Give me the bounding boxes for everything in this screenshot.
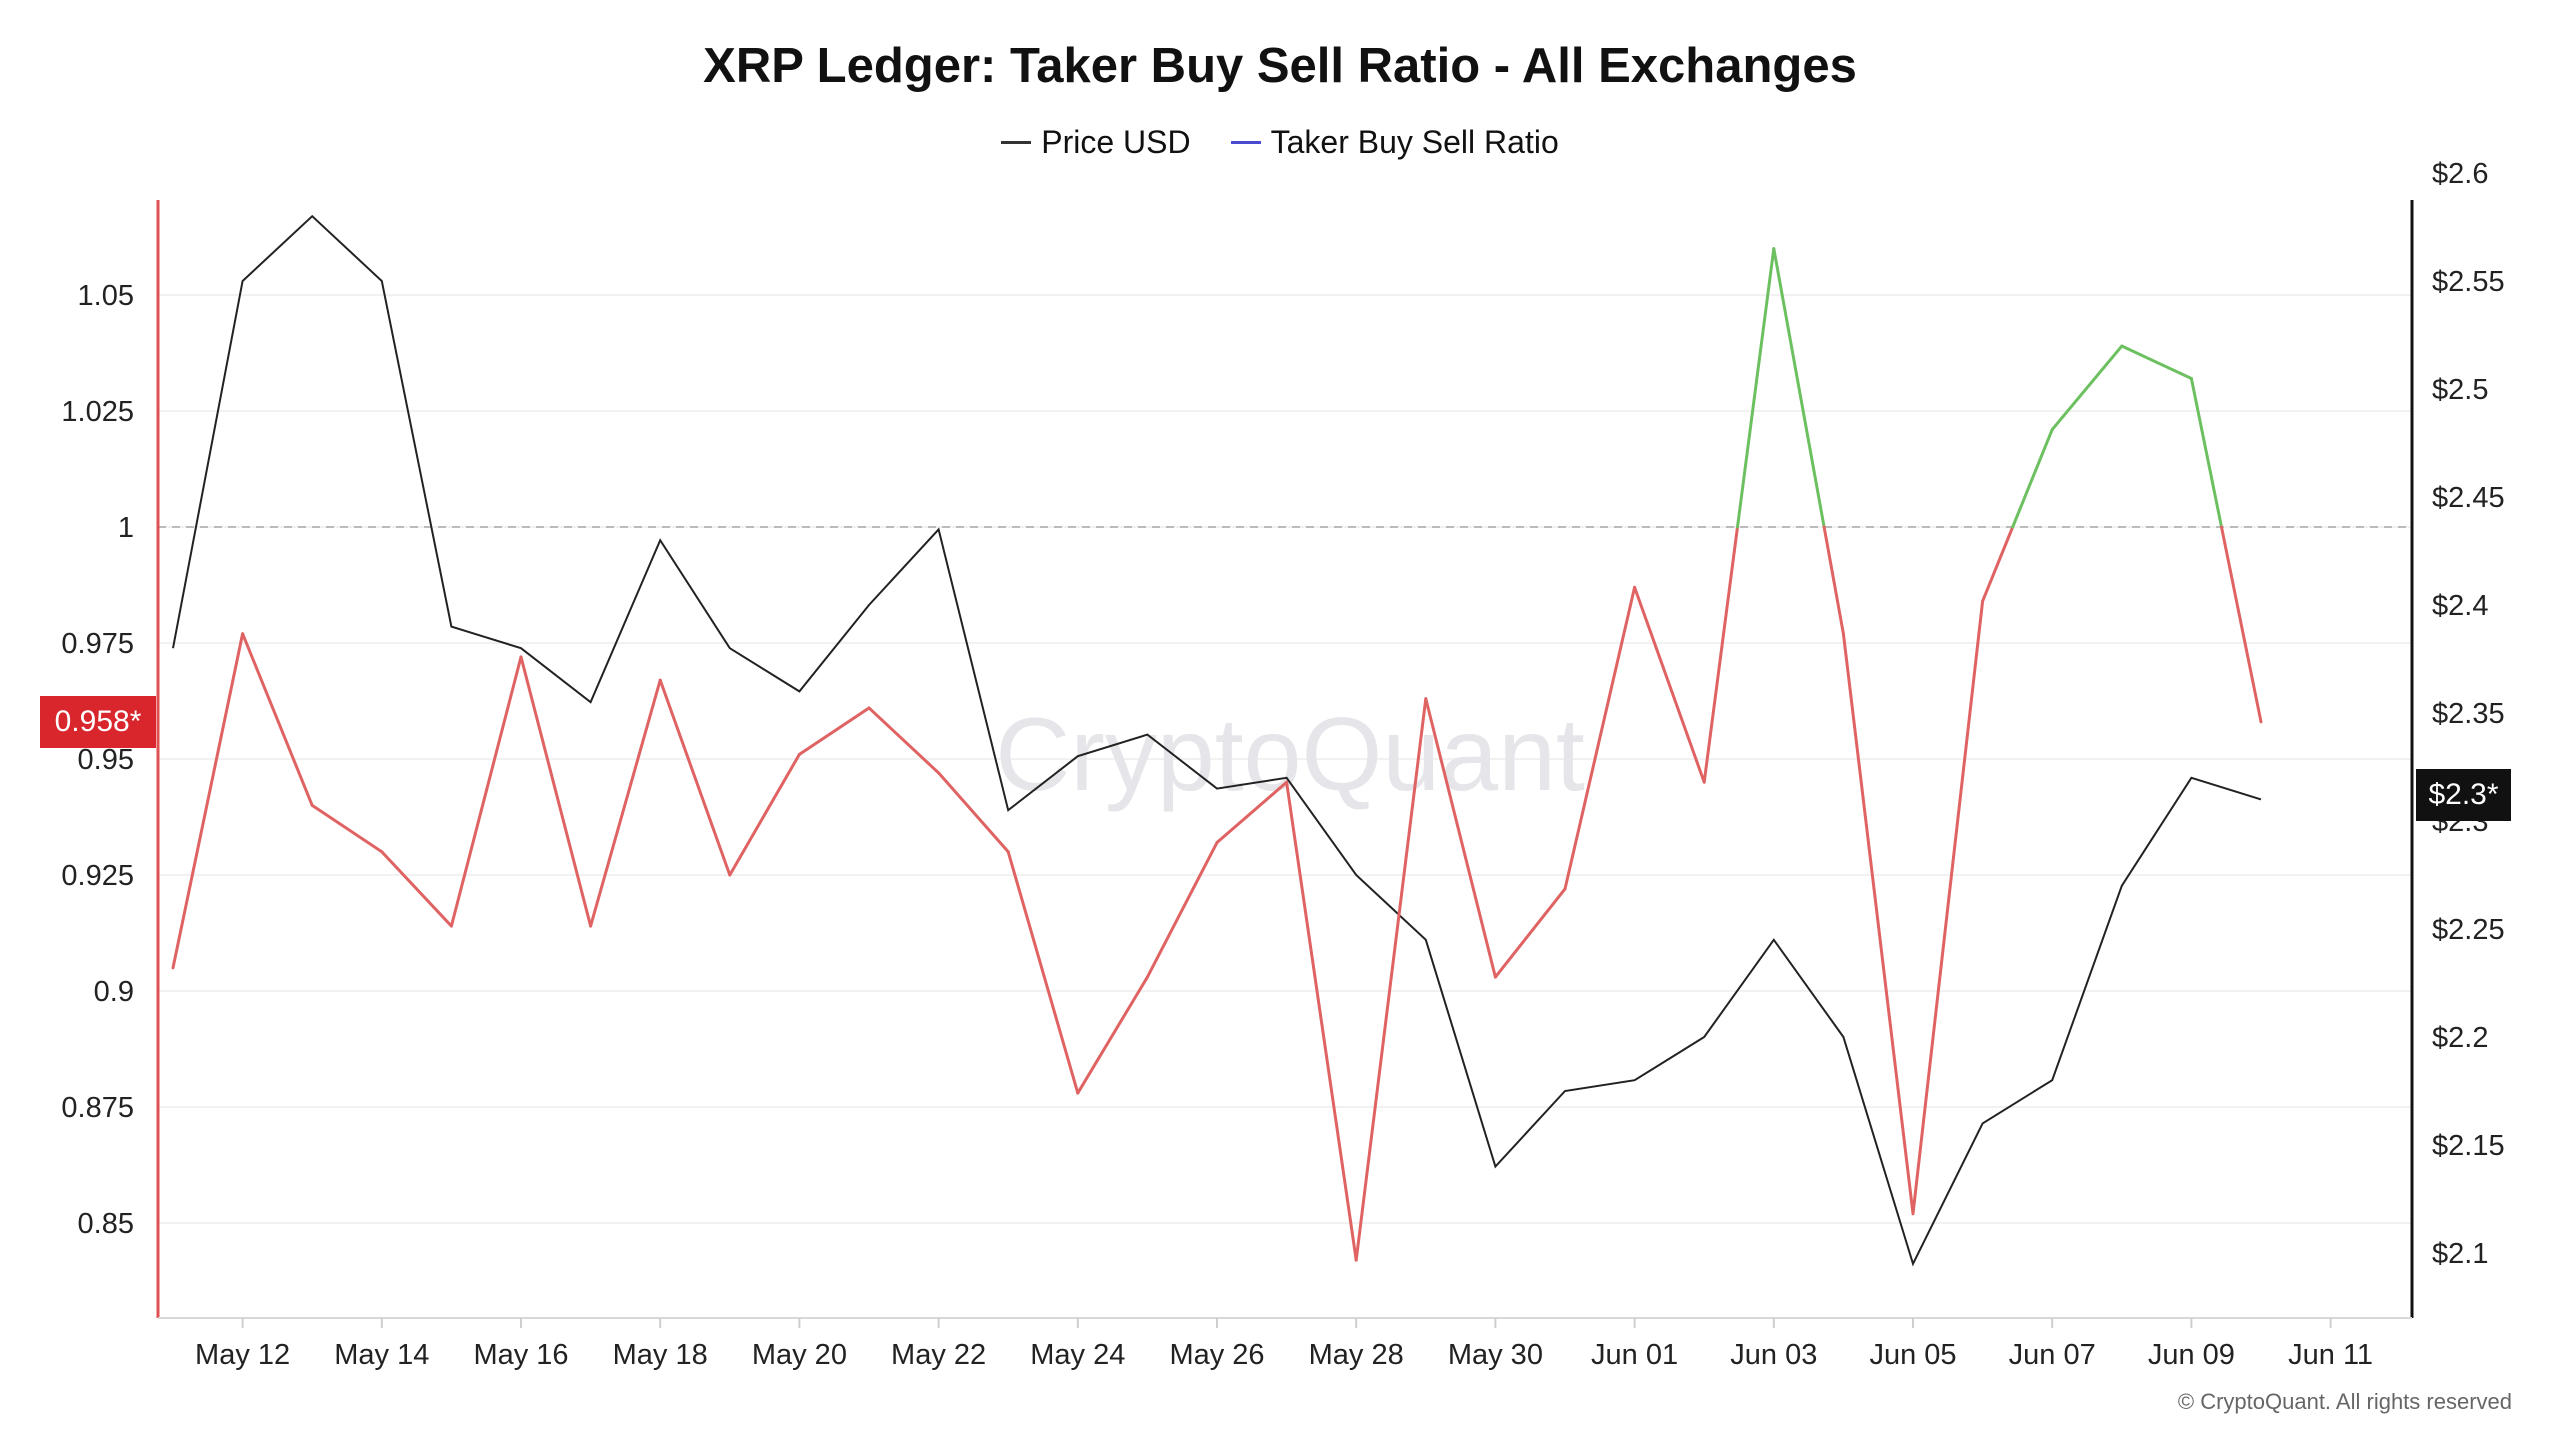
x-tick-label: May 12 (195, 1339, 290, 1371)
ratio-segment (380, 850, 453, 928)
legend-label-ratio: Taker Buy Sell Ratio (1270, 124, 1559, 160)
ratio-segment (171, 632, 245, 970)
x-tick-label: Jun 09 (2148, 1339, 2235, 1371)
series-ratio-line (171, 247, 2263, 1262)
left-axis: 0.85 0.875 0.9 0.925 0.95 0.975 1 1.025 1.05 (61, 200, 160, 1318)
y-left-tick-label: 1.025 (61, 396, 134, 428)
y-left-tick-label: 0.875 (61, 1092, 134, 1124)
y-left-tick-label: 0.975 (61, 628, 134, 660)
legend-swatch-price (1001, 141, 1032, 144)
y-right-tick-label: $2.55 (2432, 266, 2505, 298)
y-left-tick-label: 0.9 (94, 976, 134, 1008)
ratio-current-badge: 0.958* (40, 696, 156, 748)
y-left-tick-label: 1.05 (78, 280, 134, 312)
right-axis: $2.1$2.15$2.2$2.25$2.3$2.35$2.4$2.45$2.5… (2410, 158, 2505, 1318)
price-current-badge: $2.3* (2416, 769, 2511, 821)
y-right-tick-label: $2.6 (2432, 158, 2488, 190)
chart-title: XRP Ledger: Taker Buy Sell Ratio - All E… (703, 39, 1857, 93)
ratio-segment (449, 655, 523, 928)
watermark: CryptoQuant (995, 697, 1585, 813)
x-tick-label: Jun 05 (1869, 1339, 1956, 1371)
ratio-segment (658, 678, 732, 877)
ratio-segment (1145, 841, 1219, 979)
y-right-tick-label: $2.1 (2432, 1238, 2488, 1270)
ratio-segment (1006, 850, 1080, 1095)
y-right-tick-label: $2.25 (2432, 914, 2505, 946)
x-tick-label: May 30 (1448, 1339, 1543, 1371)
y-right-tick-label: $2.5 (2432, 374, 2488, 406)
y-right-tick-label: $2.15 (2432, 1130, 2505, 1162)
ratio-segment (1424, 697, 1497, 979)
y-right-tick-label: $2.4 (2432, 590, 2488, 622)
ratio-segment (1563, 585, 1637, 891)
y-right-tick-label: $2.2 (2432, 1022, 2488, 1054)
ratio-segment (2219, 525, 2263, 724)
x-tick-label: May 18 (613, 1339, 708, 1371)
ratio-segment (2011, 428, 2054, 529)
series-price-line (172, 214, 2262, 1267)
ratio-segment (797, 706, 871, 756)
ratio-segment (2189, 377, 2223, 529)
x-tick-label: Jun 11 (2288, 1339, 2373, 1371)
x-axis: May 12 May 14 May 16 May 18 May 20 May 22 May … (158, 1317, 2412, 1371)
ratio-segment (1215, 780, 1289, 845)
x-tick-label: Jun 07 (2009, 1339, 2096, 1371)
x-tick-label: May 26 (1169, 1339, 1264, 1371)
ratio-segment (589, 678, 662, 928)
ratio-segment (1633, 585, 1706, 784)
ratio-segment (310, 803, 384, 854)
x-tick-label: Jun 03 (1730, 1339, 1817, 1371)
y-left-tick-label: 0.85 (78, 1208, 134, 1240)
ratio-segment (1493, 887, 1567, 979)
ratio-segment (1076, 975, 1149, 1095)
ratio-segment (1822, 525, 1845, 636)
ratio-segment (2050, 344, 2124, 432)
ratio-segment (241, 632, 314, 807)
ratio-segment (1285, 780, 1358, 1262)
x-tick-label: May 28 (1309, 1339, 1404, 1371)
ratio-segment (1981, 525, 2015, 603)
ratio-segment (1911, 599, 1985, 1216)
y-left-tick-label: 1 (118, 512, 134, 544)
ratio-segment (1354, 697, 1428, 1262)
x-tick-label: May 24 (1030, 1339, 1125, 1371)
y-left-tick-label: 0.925 (61, 860, 134, 892)
ratio-segment (937, 771, 1010, 854)
ratio-segment (2120, 344, 2193, 381)
x-tick-label: May 22 (891, 1339, 986, 1371)
legend-label-price: Price USD (1041, 124, 1191, 160)
legend: Price USD Taker Buy Sell Ratio (0, 124, 2560, 161)
ratio-segment (1772, 247, 1826, 529)
x-tick-label: Jun 01 (1591, 1339, 1678, 1371)
legend-swatch-ratio (1230, 141, 1261, 144)
ratio-segment (519, 655, 593, 928)
y-right-tick-label: $2.45 (2432, 482, 2505, 514)
ratio-segment (728, 752, 801, 877)
legend-item-price[interactable]: Price USD (1001, 124, 1191, 161)
y-left-tick-label: 0.95 (78, 744, 134, 776)
ratio-segment (867, 706, 941, 775)
ratio-segment (1735, 247, 1776, 529)
y-right-tick-label: $2.35 (2432, 698, 2505, 730)
legend-item-ratio[interactable]: Taker Buy Sell Ratio (1230, 124, 1559, 161)
x-tick-label: May 16 (473, 1339, 568, 1371)
x-tick-label: May 14 (334, 1339, 429, 1371)
x-tick-label: May 20 (752, 1339, 847, 1371)
ratio-segment (1702, 525, 1739, 784)
copyright-text: © CryptoQuant. All rights reserved (2177, 1389, 2512, 1414)
ratio-segment (1841, 632, 1915, 1216)
